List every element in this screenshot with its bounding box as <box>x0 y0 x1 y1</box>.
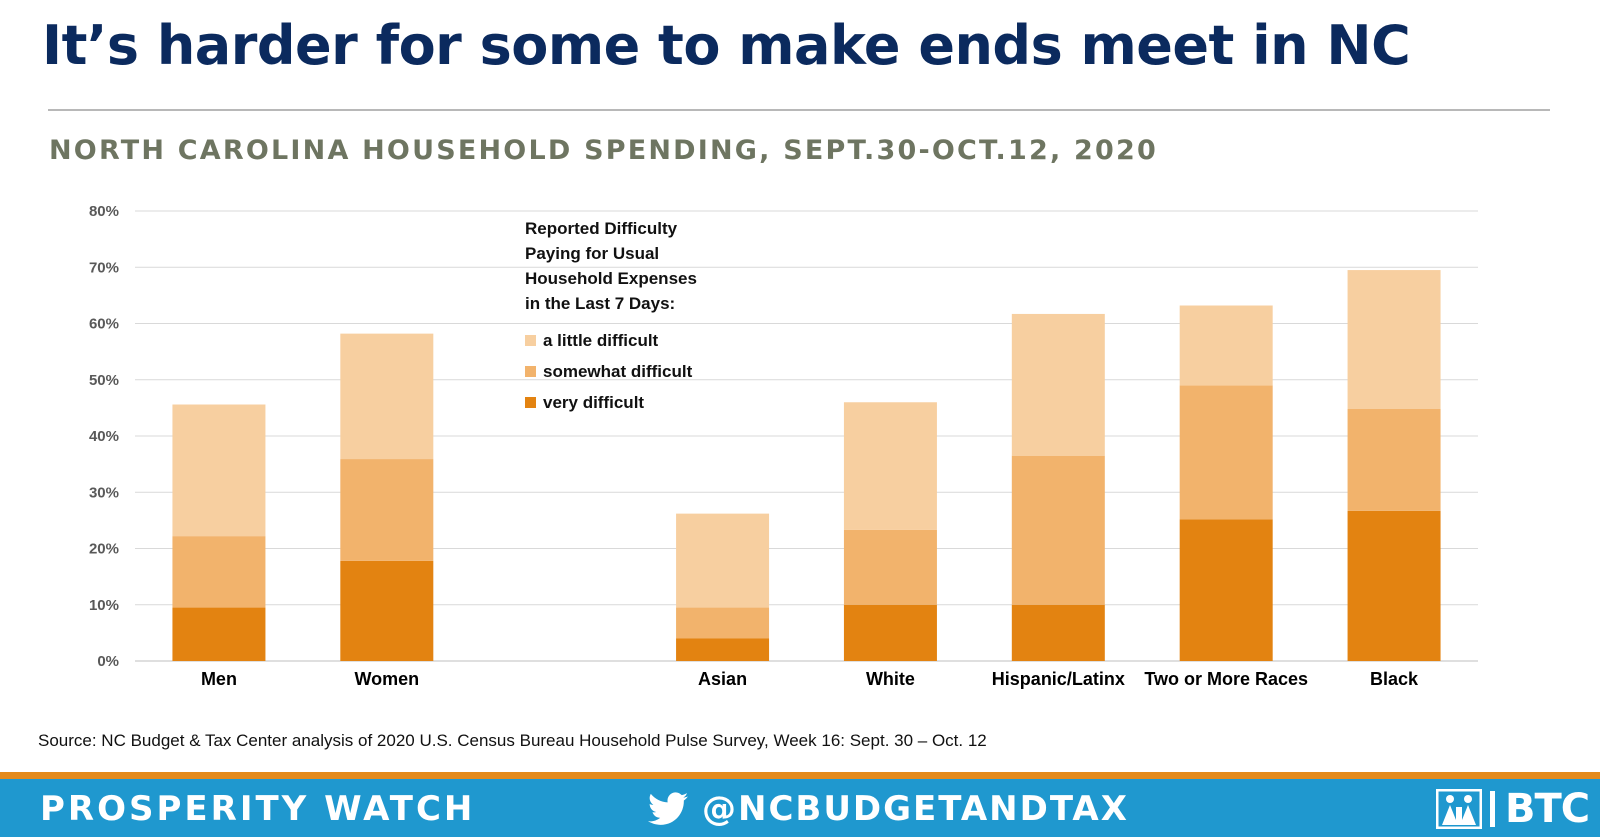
twitter-bird-icon <box>648 792 688 825</box>
y-tick-label: 0% <box>97 653 119 670</box>
legend-title: Reported Difficulty Paying for Usual Hou… <box>525 219 697 313</box>
legend-item-a-little-difficult: a little difficult <box>525 325 755 356</box>
footer-stripe <box>0 772 1600 779</box>
bar-segment-a-little-difficult <box>676 513 770 608</box>
bar-segment-very-difficult <box>1011 604 1105 661</box>
bar-segment-a-little-difficult <box>172 404 266 537</box>
bar-segment-a-little-difficult <box>1347 270 1441 409</box>
bar-segment-a-little-difficult <box>1179 305 1273 386</box>
y-tick-label: 70% <box>89 259 119 276</box>
y-tick-label: 30% <box>89 484 119 501</box>
y-tick-label: 40% <box>89 428 119 445</box>
btc-logo: BTC <box>1436 786 1590 832</box>
logo-separator <box>1490 791 1495 827</box>
stacked-bar-chart: 0% 10% 20% 30% 40% 50% 60% 70% 80% Men Women Asian W… <box>89 203 1478 689</box>
legend-item-somewhat-difficult: somewhat difficult <box>525 356 755 387</box>
bar-segment-very-difficult <box>676 638 770 661</box>
title-divider <box>48 109 1550 111</box>
legend-label: somewhat difficult <box>543 361 693 381</box>
twitter-handle-link[interactable]: @NCBUDGETANDTAX <box>648 789 1129 829</box>
y-tick-label: 20% <box>89 541 119 558</box>
x-category-label: Black <box>1370 669 1419 689</box>
legend-item-very-difficult: very difficult <box>525 387 755 418</box>
page-title: It’s harder for some to make ends meet i… <box>42 14 1411 77</box>
bar-segment-a-little-difficult <box>1011 313 1105 456</box>
btc-logo-text: BTC <box>1505 786 1590 832</box>
twitter-handle: @NCBUDGETANDTAX <box>702 789 1129 829</box>
chart-legend: Reported Difficulty Paying for Usual Hou… <box>525 216 755 418</box>
bar-segment-somewhat-difficult <box>1011 455 1105 605</box>
legend-label: very difficult <box>543 392 645 412</box>
bar-segment-somewhat-difficult <box>1347 409 1441 511</box>
x-category-label: Women <box>354 669 419 689</box>
y-tick-label: 50% <box>89 372 119 389</box>
bar-segment-a-little-difficult <box>843 402 937 530</box>
bar-segment-somewhat-difficult <box>340 459 434 561</box>
legend-swatch-somewhat-difficult <box>525 366 536 377</box>
y-tick-label: 80% <box>89 203 119 220</box>
bar-segment-somewhat-difficult <box>676 607 770 639</box>
x-category-label: Asian <box>698 669 747 689</box>
chart-subtitle: NORTH CAROLINA HOUSEHOLD SPENDING, SEPT.… <box>49 135 1158 166</box>
legend-swatch-very-difficult <box>525 397 536 408</box>
legend-swatch-a-little-difficult <box>525 335 536 346</box>
x-category-label: White <box>866 669 915 689</box>
bar-segment-very-difficult <box>1179 519 1273 661</box>
y-tick-label: 10% <box>89 597 119 614</box>
footer-brand: PROSPERITY WATCH <box>40 789 476 829</box>
btc-logo-icon <box>1436 789 1482 829</box>
footer-bar: PROSPERITY WATCH @NCBUDGETANDTAX BTC <box>0 779 1600 837</box>
bar-segment-very-difficult <box>843 604 937 661</box>
x-category-label: Two or More Races <box>1144 669 1308 689</box>
bar-segment-very-difficult <box>340 560 434 661</box>
x-category-label: Men <box>201 669 237 689</box>
bar-segment-somewhat-difficult <box>843 529 937 605</box>
x-category-label: Hispanic/Latinx <box>992 669 1125 689</box>
bar-segment-a-little-difficult <box>340 333 434 460</box>
bar-segment-very-difficult <box>172 607 266 661</box>
bar-segment-very-difficult <box>1347 510 1441 661</box>
y-tick-label: 60% <box>89 316 119 333</box>
bar-segment-somewhat-difficult <box>1179 385 1273 520</box>
source-note: Source: NC Budget & Tax Center analysis … <box>38 731 987 750</box>
bar-segment-somewhat-difficult <box>172 536 266 608</box>
legend-label: a little difficult <box>543 330 659 350</box>
